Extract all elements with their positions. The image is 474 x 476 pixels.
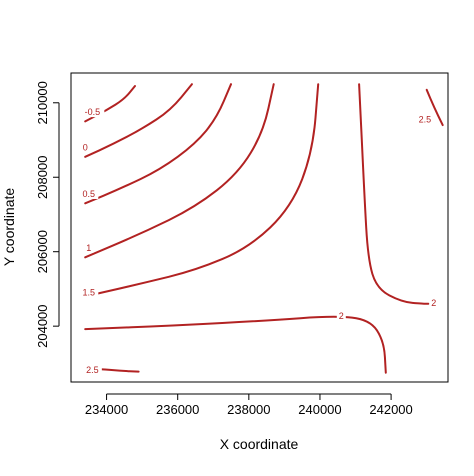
contour-label: -0.5 [85, 107, 101, 117]
x-tick-label: 234000 [85, 402, 128, 417]
contour-label-bg [336, 310, 346, 322]
contour-label: 0.5 [83, 189, 96, 199]
contour-label-bg [415, 113, 435, 125]
contour-label-bg [84, 241, 94, 253]
contour-label: 0 [83, 142, 88, 152]
x-tick-label: 238000 [227, 402, 270, 417]
contour-lines: -0.5 0 0.5 1 1.5 2 2 2.5 2.5 [79, 83, 444, 376]
contour-label-bg [80, 106, 105, 118]
y-tick-label: 204000 [35, 304, 50, 347]
contour-line [358, 83, 430, 305]
contour-label: 2.5 [419, 115, 432, 125]
y-tick-label: 210000 [35, 81, 50, 124]
contour-label: 2 [431, 298, 436, 308]
contour-line [84, 83, 232, 205]
y-tick-label: 208000 [35, 156, 50, 199]
contour-label: 2.5 [86, 365, 99, 375]
contour-label-bg [82, 364, 102, 376]
contour-line [425, 88, 444, 127]
x-axis-label: X coordinate [220, 436, 299, 452]
contour-label-bg [79, 286, 99, 298]
contour-line [84, 315, 387, 374]
contour-label-bg [80, 141, 90, 153]
contour-label: 1 [86, 243, 91, 253]
contour-label-bg [79, 187, 99, 199]
contour-label: 1.5 [83, 288, 96, 298]
contour-label-bg [429, 297, 439, 309]
x-tick-label: 242000 [369, 402, 412, 417]
x-tick-label: 240000 [298, 402, 341, 417]
x-axis: 234000 236000 238000 240000 242000 [85, 393, 413, 417]
y-tick-label: 206000 [35, 230, 50, 273]
contour-label: 2 [339, 311, 344, 321]
contour-line [84, 83, 320, 298]
contour-line [84, 83, 193, 158]
plot-frame [70, 72, 449, 383]
contour-line [84, 83, 275, 259]
x-tick-label: 236000 [156, 402, 199, 417]
y-axis: 204000 206000 208000 210000 [35, 81, 60, 348]
y-axis-label: Y coordinate [1, 188, 17, 267]
